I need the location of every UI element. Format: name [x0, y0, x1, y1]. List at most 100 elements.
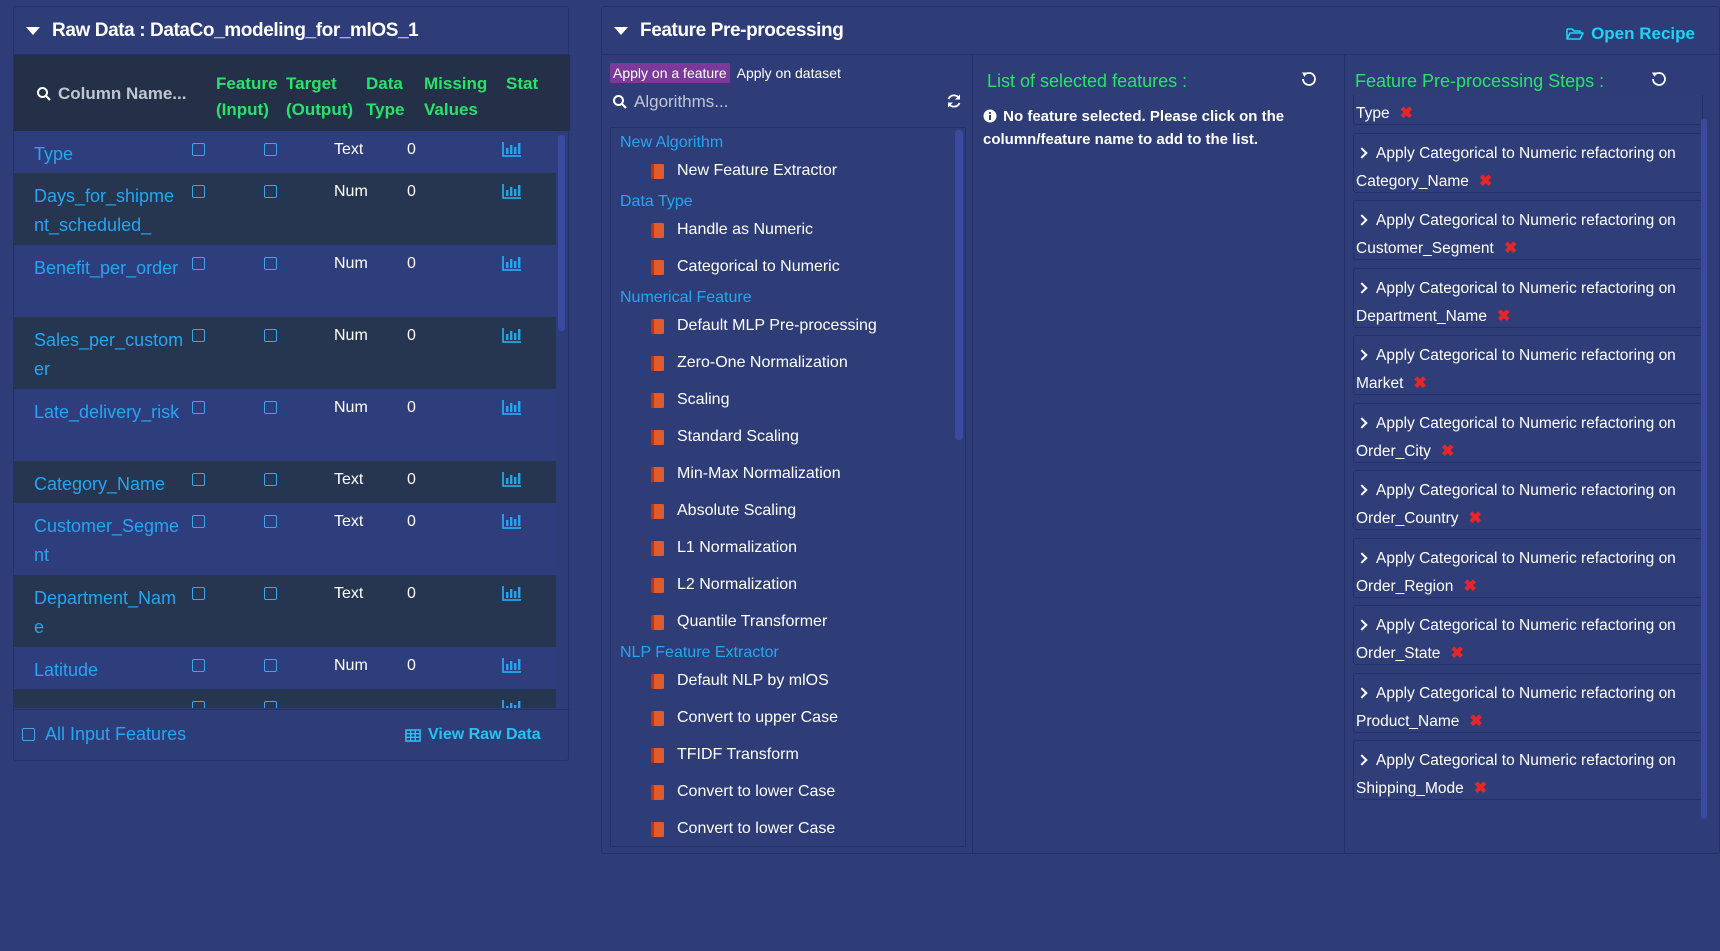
table-row[interactable]: Benefit_per_order Num 0 — [14, 245, 556, 317]
feature-input-checkbox[interactable] — [192, 701, 205, 708]
preprocessing-step[interactable]: Apply Categorical to Numeric refactoring… — [1353, 672, 1703, 733]
column-name-link[interactable]: Category_Name — [34, 474, 166, 494]
column-name-link[interactable]: Days_for_shipment_scheduled_ — [34, 186, 175, 235]
preprocessing-step[interactable]: Apply Categorical to Numeric refactoring… — [1353, 740, 1703, 800]
feature-input-checkbox[interactable] — [192, 659, 205, 672]
bar-chart-icon[interactable] — [502, 657, 522, 673]
stat-button[interactable] — [502, 183, 522, 204]
chevron-right-icon[interactable] — [1356, 484, 1368, 496]
algorithm-item[interactable]: Min-Max Normalization — [651, 465, 841, 483]
reset-icon[interactable] — [1651, 71, 1667, 87]
algorithm-search-input[interactable]: Algorithms... — [612, 89, 964, 115]
delete-step-icon[interactable]: ✖ — [1440, 442, 1455, 460]
chevron-right-icon[interactable] — [1356, 619, 1368, 631]
delete-step-icon[interactable]: ✖ — [1468, 510, 1482, 527]
column-name-link[interactable]: Benefit_per_order — [34, 258, 179, 278]
bar-chart-icon[interactable] — [502, 183, 522, 199]
stat-button[interactable] — [502, 141, 522, 162]
algorithm-item[interactable]: Quantile Transformer — [651, 613, 827, 631]
bar-chart-icon[interactable] — [502, 141, 522, 157]
target-output-checkbox[interactable] — [264, 659, 277, 672]
bar-chart-icon[interactable] — [502, 513, 522, 529]
stat-button[interactable] — [502, 585, 522, 606]
algorithm-item[interactable]: Default NLP by mlOS — [651, 672, 829, 690]
algorithm-item[interactable]: L1 Normalization — [651, 539, 797, 557]
stat-button[interactable] — [502, 399, 522, 420]
target-output-checkbox[interactable] — [264, 257, 277, 270]
algorithm-item[interactable]: Zero-One Normalization — [651, 354, 848, 372]
table-row[interactable]: Department_Name Text 0 — [14, 575, 556, 647]
tab-apply-on-dataset[interactable]: Apply on dataset — [736, 65, 841, 81]
view-raw-data-button[interactable]: View Raw Data — [405, 726, 541, 744]
preprocessing-step[interactable]: Apply Categorical to Numeric refactoring… — [1353, 605, 1703, 665]
stat-button[interactable] — [502, 657, 522, 678]
feature-input-checkbox[interactable] — [192, 587, 205, 600]
target-output-checkbox[interactable] — [264, 473, 277, 486]
bar-chart-icon[interactable] — [502, 399, 522, 415]
algorithm-item[interactable]: L2 Normalization — [651, 576, 797, 594]
delete-step-icon[interactable]: ✖ — [1496, 307, 1511, 325]
algorithm-item[interactable]: Standard Scaling — [651, 428, 799, 446]
steps-scrollbar[interactable] — [1701, 119, 1707, 819]
table-row[interactable]: Latitude Num 0 — [14, 647, 556, 689]
target-output-checkbox[interactable] — [264, 329, 277, 342]
target-output-checkbox[interactable] — [264, 143, 277, 156]
column-search-input[interactable]: Column Name... — [36, 81, 206, 107]
algorithm-item[interactable]: Default MLP Pre-processing — [651, 317, 877, 335]
column-name-link[interactable]: Latitude — [34, 660, 99, 680]
feature-input-checkbox[interactable] — [192, 185, 205, 198]
collapse-caret-icon[interactable] — [26, 26, 40, 35]
target-output-checkbox[interactable] — [264, 515, 277, 528]
preprocessing-step[interactable]: Apply Categorical to Numeric refactoring… — [1353, 537, 1703, 598]
stat-button[interactable] — [502, 513, 522, 534]
chevron-right-icon[interactable] — [1356, 349, 1368, 361]
all-input-checkbox[interactable] — [22, 728, 35, 741]
bar-chart-icon[interactable] — [502, 585, 522, 601]
bar-chart-icon[interactable] — [502, 471, 522, 487]
algorithm-item[interactable]: Convert to upper Case — [651, 709, 838, 727]
stat-button[interactable] — [502, 471, 522, 492]
chevron-right-icon[interactable] — [1356, 686, 1368, 699]
preprocessing-step[interactable]: Apply Categorical to Numeric refactoring… — [1353, 335, 1703, 395]
chevron-right-icon[interactable] — [1356, 146, 1368, 159]
feature-input-checkbox[interactable] — [192, 515, 205, 528]
table-row[interactable]: Customer_Segment Text 0 — [14, 503, 556, 575]
algorithm-item[interactable]: Scaling — [651, 391, 729, 409]
column-name-link[interactable]: Type — [34, 144, 74, 164]
delete-step-icon[interactable]: ✖ — [1399, 105, 1414, 122]
column-name-link[interactable]: Late_delivery_risk — [34, 402, 180, 422]
bar-chart-icon[interactable] — [502, 327, 522, 343]
collapse-caret-icon[interactable] — [614, 26, 628, 35]
delete-step-icon[interactable]: ✖ — [1463, 577, 1477, 595]
preprocessing-step[interactable]: Apply Categorical to Numeric refactoring… — [1353, 132, 1703, 193]
target-output-checkbox[interactable] — [264, 701, 277, 708]
chevron-right-icon[interactable] — [1356, 551, 1368, 564]
bar-chart-icon[interactable] — [502, 699, 522, 708]
preprocessing-step[interactable]: Apply Categorical to Numeric refactoring… — [1353, 402, 1703, 463]
delete-step-icon[interactable]: ✖ — [1478, 172, 1493, 190]
bar-chart-icon[interactable] — [502, 255, 522, 271]
algorithm-item[interactable]: New Feature Extractor — [651, 162, 837, 180]
all-input-features-toggle[interactable]: All Input Features — [22, 724, 186, 745]
algorithm-item[interactable]: Convert to lower Case — [651, 783, 835, 801]
algorithm-item[interactable]: Handle as Numeric — [651, 221, 813, 239]
algorithm-item[interactable]: Categorical to Numeric — [651, 258, 840, 276]
preprocessing-step[interactable]: Apply Categorical to Numeric refactoring… — [1353, 95, 1703, 125]
column-name-link[interactable]: Sales_per_customer — [34, 330, 184, 379]
tab-apply-on-feature[interactable]: Apply on a feature — [610, 63, 730, 83]
refresh-icon[interactable] — [946, 93, 962, 109]
feature-input-checkbox[interactable] — [192, 143, 205, 156]
feature-preprocessing-header[interactable]: Feature Pre-processing Open Recipe — [602, 7, 1719, 55]
feature-input-checkbox[interactable] — [192, 257, 205, 270]
feature-input-checkbox[interactable] — [192, 329, 205, 342]
algorithm-list-scrollbar[interactable] — [955, 130, 963, 440]
target-output-checkbox[interactable] — [264, 587, 277, 600]
stat-button[interactable] — [502, 699, 522, 708]
chevron-right-icon[interactable] — [1356, 214, 1368, 226]
delete-step-icon[interactable]: ✖ — [1503, 240, 1518, 257]
preprocessing-step[interactable]: Apply Categorical to Numeric refactoring… — [1353, 200, 1703, 260]
stat-button[interactable] — [502, 327, 522, 348]
target-output-checkbox[interactable] — [264, 401, 277, 414]
chevron-right-icon[interactable] — [1356, 754, 1368, 766]
stat-button[interactable] — [502, 255, 522, 276]
